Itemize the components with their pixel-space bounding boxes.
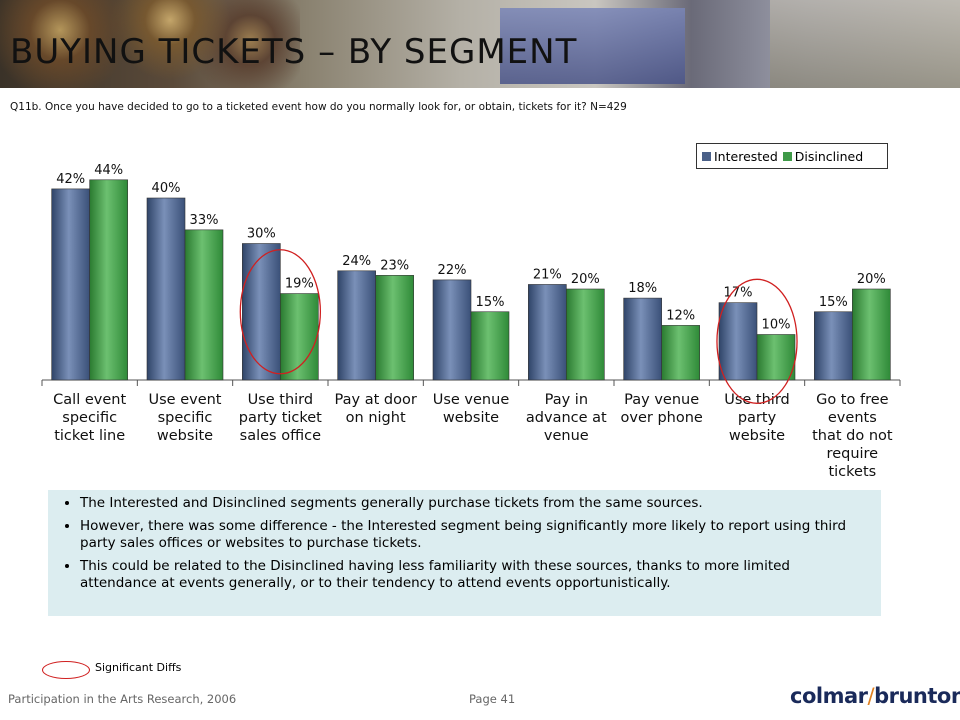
category-label: Pay venue	[624, 392, 699, 408]
category-label: Use venue	[433, 392, 510, 408]
category-label: Use third	[248, 392, 314, 408]
legend-label-interested: Interested	[714, 148, 778, 164]
category-label: party ticket	[239, 410, 322, 426]
data-label-disinclined: 33%	[190, 213, 219, 228]
category-label: tickets	[828, 464, 876, 480]
bar-disinclined	[280, 293, 319, 381]
finding-item: The Interested and Disinclined segments …	[80, 495, 869, 512]
category-label: that do not	[812, 428, 893, 444]
significance-label: Significant Diffs	[95, 661, 182, 674]
bar-interested	[146, 197, 186, 381]
data-label-disinclined: 10%	[762, 318, 791, 333]
bar-chart: 42% 44% Call event specific ticket line 40% 33…	[41, 163, 901, 480]
data-label-interested: 40%	[152, 181, 181, 196]
category-label: Use third	[724, 392, 790, 408]
category-label: over phone	[621, 410, 703, 426]
legend-label-disinclined: Disinclined	[794, 148, 864, 164]
bar-interested	[51, 188, 90, 381]
finding-item: This could be related to the Disinclined…	[80, 558, 869, 592]
survey-question: Q11b. Once you have decided to go to a t…	[10, 101, 627, 113]
category-label: advance at	[526, 410, 607, 426]
header-banner	[0, 0, 960, 88]
data-label-disinclined: 44%	[94, 163, 123, 178]
banner-photo-stage	[0, 0, 300, 88]
category-label: website	[443, 410, 499, 426]
category-label: Go to free	[816, 392, 889, 408]
legend-swatch-interested	[702, 151, 711, 161]
significance-highlight-ellipse	[716, 278, 798, 404]
findings-list: The Interested and Disinclined segments …	[48, 490, 881, 592]
data-label-disinclined: 19%	[285, 277, 314, 292]
category-label: require	[827, 446, 879, 462]
category-label: website	[157, 428, 213, 444]
bar-disinclined	[470, 311, 510, 381]
bar-interested	[814, 311, 853, 381]
category-label: on night	[346, 410, 406, 426]
bar-disinclined	[184, 229, 224, 381]
banner-photo-right	[770, 0, 960, 88]
finding-item: However, there was some difference - the…	[80, 518, 869, 552]
bar-disinclined	[661, 325, 700, 381]
bar-interested	[718, 302, 758, 381]
data-label-disinclined: 15%	[476, 295, 505, 310]
legend-swatch-disinclined	[782, 151, 792, 161]
category-label: sales office	[240, 428, 321, 444]
bar-disinclined	[375, 275, 414, 381]
data-label-disinclined: 23%	[380, 258, 409, 273]
data-label-disinclined: 20%	[857, 272, 886, 287]
findings-box: The Interested and Disinclined segments …	[48, 490, 881, 616]
footer-page-number: Page 41	[469, 692, 516, 706]
category-label: ticket line	[54, 428, 125, 444]
bar-disinclined	[852, 288, 891, 381]
data-label-interested: 17%	[724, 286, 753, 301]
data-label-interested: 30%	[247, 227, 276, 242]
bar-interested	[337, 270, 376, 381]
chart-legend: Interested Disinclined	[696, 143, 888, 169]
data-label-interested: 18%	[628, 281, 657, 296]
logo-swoosh-icon: /	[867, 684, 875, 708]
banner-photo-screen	[500, 8, 685, 84]
bar-interested	[432, 279, 472, 381]
bar-interested	[623, 297, 662, 381]
category-label: venue	[544, 428, 589, 444]
bar-interested	[528, 284, 567, 381]
data-label-interested: 22%	[438, 263, 467, 278]
data-label-disinclined: 20%	[571, 272, 600, 287]
significance-highlight-ellipse	[239, 249, 322, 375]
bar-disinclined	[89, 179, 128, 381]
bar-disinclined	[756, 334, 796, 381]
category-label: Use event	[149, 392, 222, 408]
bar-interested	[242, 243, 281, 381]
footer-source: Participation in the Arts Research, 2006	[8, 692, 237, 706]
data-label-interested: 21%	[533, 267, 562, 282]
category-label: specific	[62, 410, 117, 426]
legend-item-interested: Interested	[702, 149, 778, 164]
category-label: Pay in	[545, 392, 588, 408]
data-label-interested: 42%	[56, 172, 85, 187]
category-label: Call event	[53, 392, 126, 408]
category-label: party	[738, 410, 777, 426]
data-label-disinclined: 12%	[666, 308, 695, 323]
category-label: specific	[158, 410, 213, 426]
category-label: website	[729, 428, 785, 444]
data-label-interested: 24%	[342, 254, 371, 269]
category-label: Pay at door	[335, 392, 417, 408]
page-title: BUYING TICKETS – BY SEGMENT	[10, 32, 578, 72]
legend-item-disinclined: Disinclined	[782, 148, 864, 164]
data-label-interested: 15%	[819, 295, 848, 310]
category-label: events	[828, 410, 877, 426]
bar-disinclined	[566, 288, 605, 381]
significance-ellipse-icon	[42, 661, 90, 679]
company-logo: colmar/brunton	[790, 684, 960, 708]
